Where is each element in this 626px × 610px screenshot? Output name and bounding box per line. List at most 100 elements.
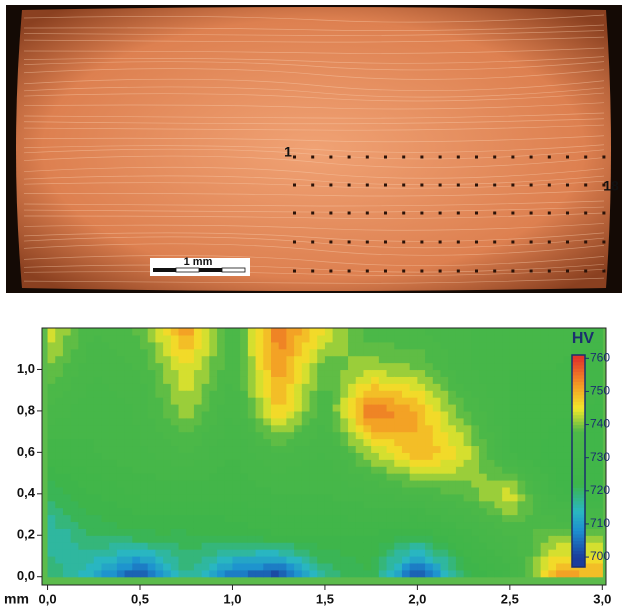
contour-cell [117,508,125,516]
contour-cell [402,459,410,467]
contour-cell [78,397,86,405]
contour-cell [48,508,56,516]
contour-cell [525,508,533,516]
contour-cell [317,328,325,336]
contour-cell [325,356,333,364]
contour-cell [302,501,310,509]
contour-cell [94,452,102,460]
contour-cell [55,487,63,495]
contour-cell [171,445,179,453]
indent [566,156,569,159]
contour-cell [564,445,572,453]
contour-cell [502,494,510,502]
contour-cell [186,480,194,488]
contour-cell [464,549,472,557]
contour-cell [202,459,210,467]
contour-cell [202,473,210,481]
contour-cell [471,411,479,419]
contour-cell [564,404,572,412]
contour-cell [394,363,402,371]
contour-cell [518,376,526,384]
contour-cell [533,556,541,564]
contour-cell [286,383,294,391]
contour-cell [363,390,371,398]
contour-cell [94,487,102,495]
contour-cell [225,508,233,516]
contour-cell [587,473,595,481]
contour-cell [71,369,79,377]
contour-cell [456,508,464,516]
contour-cell [117,549,125,557]
contour-cell [63,342,71,350]
contour-cell [479,570,487,578]
contour-cell [556,445,564,453]
contour-cell [518,390,526,398]
contour-cell [140,363,148,371]
contour-cell [232,383,240,391]
contour-cell [202,328,210,336]
contour-cell [348,494,356,502]
contour-cell [86,342,94,350]
contour-cell [394,501,402,509]
contour-cell [286,418,294,426]
contour-cell [387,549,395,557]
contour-cell [348,452,356,460]
contour-cell [510,542,518,550]
contour-cell [125,349,133,357]
contour-cell [525,570,533,578]
contour-cell [279,487,287,495]
contour-cell [487,328,495,336]
contour-cell [394,328,402,336]
contour-cell [433,570,441,578]
contour-cell [479,556,487,564]
contour-cell [194,508,202,516]
contour-cell [348,383,356,391]
indent [457,270,460,273]
contour-cell [348,418,356,426]
contour-cell [78,328,86,336]
contour-cell [494,501,502,509]
contour-cell [155,445,163,453]
y-tick-label: 0,0 [17,568,35,583]
contour-cell [48,521,56,529]
contour-cell [302,432,310,440]
contour-cell [448,356,456,364]
contour-cell [548,363,556,371]
contour-cell [202,432,210,440]
contour-cell [564,397,572,405]
contour-cell [225,494,233,502]
indent [511,156,514,159]
contour-cell [240,473,248,481]
contour-cell [101,425,109,433]
contour-cell [587,404,595,412]
contour-cell [433,466,441,474]
contour-cell [209,335,217,343]
contour-cell [456,494,464,502]
contour-cell [325,549,333,557]
contour-cell [263,501,271,509]
contour-cell [225,369,233,377]
contour-cell [518,501,526,509]
contour-cell [232,459,240,467]
indent [530,212,533,215]
contour-cell [263,515,271,523]
contour-cell [302,342,310,350]
contour-cell [310,521,318,529]
contour-cell [510,445,518,453]
contour-cell [155,439,163,447]
contour-cell [518,542,526,550]
contour-cell [479,452,487,460]
contour-cell [94,508,102,516]
contour-cell [194,342,202,350]
contour-cell [125,432,133,440]
contour-cell [140,439,148,447]
contour-cell [194,383,202,391]
contour-cell [356,508,364,516]
colorbar-tick-label: 730 [590,450,610,464]
contour-cell [464,501,472,509]
contour-cell [371,383,379,391]
indent [348,241,351,244]
indent [566,212,569,215]
contour-cell [209,363,217,371]
contour-cell [595,342,603,350]
